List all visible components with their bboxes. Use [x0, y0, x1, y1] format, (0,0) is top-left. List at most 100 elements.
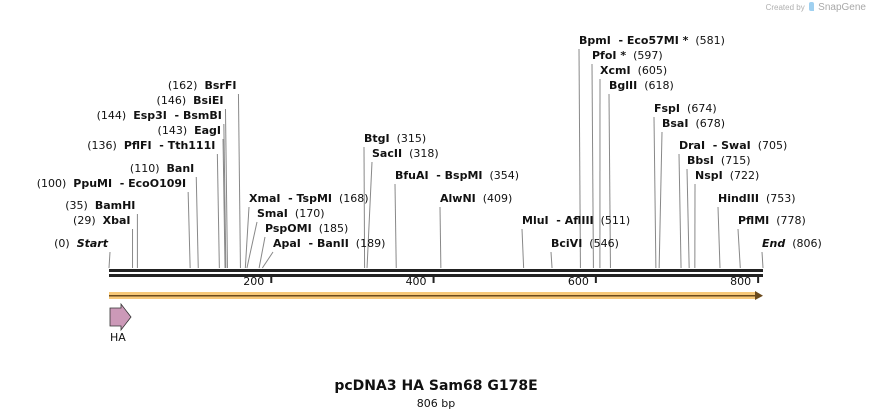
site-name: BfuAI - BspMI	[395, 169, 483, 182]
site-label-pflfi[interactable]: (136) PflFI - Tth111I	[87, 139, 215, 152]
site-label-pfoi[interactable]: PfoI * (597)	[592, 49, 663, 62]
site-name: XmaI - TspMI	[249, 192, 333, 205]
spacer	[117, 139, 124, 152]
spacer	[402, 147, 409, 160]
site-name: XbaI	[102, 214, 131, 227]
site-label-bcivi[interactable]: BciVI (546)	[551, 237, 619, 250]
site-position: (162)	[167, 79, 198, 92]
site-name: FspI	[654, 102, 681, 115]
ruler-tick	[432, 277, 435, 283]
site-name: PspOMI	[265, 222, 312, 235]
snapgene-logo-icon	[808, 2, 814, 11]
site-label-ppumi[interactable]: (100) PpuMI - EcoO109I	[37, 177, 186, 190]
site-name: BtgI	[364, 132, 390, 145]
site-label-bfuai[interactable]: BfuAI - BspMI (354)	[395, 169, 519, 182]
site-leader-line	[187, 191, 191, 269]
site-label-eagi[interactable]: (143) EagI	[158, 124, 222, 137]
site-leader-line	[653, 116, 657, 269]
site-label-drai[interactable]: DraI - SwaI (705)	[679, 139, 787, 152]
site-label-bglii[interactable]: BglII (618)	[609, 79, 674, 92]
site-label-hindiii[interactable]: HindIII (753)	[718, 192, 796, 205]
site-name: BamHI	[94, 199, 136, 212]
site-name: HindIII	[718, 192, 759, 205]
site-leader-line	[658, 131, 663, 269]
feature-arrow-ha-icon[interactable]	[109, 302, 132, 332]
watermark-brand: SnapGene	[818, 2, 866, 13]
site-name: SmaI	[257, 207, 288, 220]
site-label-bbsi[interactable]: BbsI (715)	[687, 154, 751, 167]
site-position: (715)	[720, 154, 751, 167]
site-leader-line	[550, 251, 553, 269]
feature-label-ha[interactable]: HA	[110, 331, 126, 344]
ruler-tick-label: 400	[405, 275, 427, 288]
site-leader-line	[686, 168, 690, 269]
site-label-smai[interactable]: SmaI (170)	[257, 207, 325, 220]
site-position: (0)	[54, 237, 70, 250]
site-label-end[interactable]: End (806)	[762, 237, 822, 250]
site-name: Esp3I - BsmBI	[133, 109, 222, 122]
site-leader-line	[717, 206, 721, 269]
site-leader-line	[439, 206, 442, 269]
site-position: (29)	[73, 214, 96, 227]
site-position: (722)	[729, 169, 760, 182]
spacer	[714, 154, 721, 167]
ruler-tick-label: 600	[567, 275, 589, 288]
site-position: (705)	[757, 139, 788, 152]
site-position: (136)	[87, 139, 117, 152]
spacer	[349, 237, 356, 250]
site-label-bsiei[interactable]: (146) BsiEI	[157, 94, 224, 107]
ruler-tick	[594, 277, 597, 283]
site-label-btgi[interactable]: BtgI (315)	[364, 132, 426, 145]
site-leader-line	[578, 48, 581, 269]
site-position: (581)	[695, 34, 725, 47]
site-label-pflmi[interactable]: PflMI (778)	[738, 214, 806, 227]
site-label-alwni[interactable]: AlwNI (409)	[440, 192, 512, 205]
site-label-xbai[interactable]: (29) XbaI	[73, 214, 130, 227]
site-label-pspomi[interactable]: PspOMI (185)	[265, 222, 348, 235]
site-label-bpmi[interactable]: BpmI - Eco57MI * (581)	[579, 34, 725, 47]
spacer	[594, 214, 601, 227]
site-label-esp3i[interactable]: (144) Esp3I - BsmBI	[97, 109, 222, 122]
site-leader-line	[737, 228, 741, 269]
site-name: SacII	[372, 147, 403, 160]
site-label-bani[interactable]: (110) BanI	[130, 162, 194, 175]
site-position: (100)	[36, 177, 67, 190]
spacer	[390, 132, 397, 145]
site-label-sacii[interactable]: SacII (318)	[372, 147, 439, 160]
map-length: 806 bp	[416, 397, 456, 410]
site-name: PflMI	[738, 214, 770, 227]
site-position: (110)	[129, 162, 160, 175]
site-position: (546)	[589, 237, 619, 250]
spacer	[759, 192, 766, 205]
site-label-start[interactable]: (0) Start	[54, 237, 108, 250]
site-label-bsai[interactable]: BsaI (678)	[662, 117, 725, 130]
site-name: PpuMI - EcoO109I	[73, 177, 187, 190]
site-leader-line	[222, 138, 226, 269]
site-position: (354)	[489, 169, 520, 182]
spacer	[476, 192, 483, 205]
site-position: (170)	[294, 207, 325, 220]
site-leader-line	[108, 251, 111, 269]
backbone-bottom-strand	[109, 274, 763, 277]
site-position: (409)	[482, 192, 513, 205]
site-label-xmai[interactable]: XmaI - TspMI (168)	[249, 192, 369, 205]
site-name: DraI - SwaI	[679, 139, 751, 152]
spacer	[70, 237, 77, 250]
site-leader-line	[678, 153, 682, 269]
site-label-mlui[interactable]: MluI - AflIII (511)	[522, 214, 630, 227]
site-name: PflFI - Tth111I	[123, 139, 216, 152]
site-label-nspi[interactable]: NspI (722)	[695, 169, 759, 182]
site-name: BbsI	[687, 154, 714, 167]
site-name: EagI	[194, 124, 222, 137]
ruler-tick-label: 800	[730, 275, 752, 288]
site-label-xcmi[interactable]: XcmI (605)	[600, 64, 667, 77]
site-name: NspI	[695, 169, 723, 182]
site-label-bsrfi[interactable]: (162) BsrFI	[168, 79, 237, 92]
site-name: Start	[76, 237, 108, 250]
site-label-apai[interactable]: ApaI - BanII (189)	[273, 237, 385, 250]
site-label-bamhi[interactable]: (35) BamHI	[65, 199, 135, 212]
site-leader-line	[258, 236, 266, 269]
site-leader-line	[261, 251, 274, 269]
site-label-fspi[interactable]: FspI (674)	[654, 102, 717, 115]
